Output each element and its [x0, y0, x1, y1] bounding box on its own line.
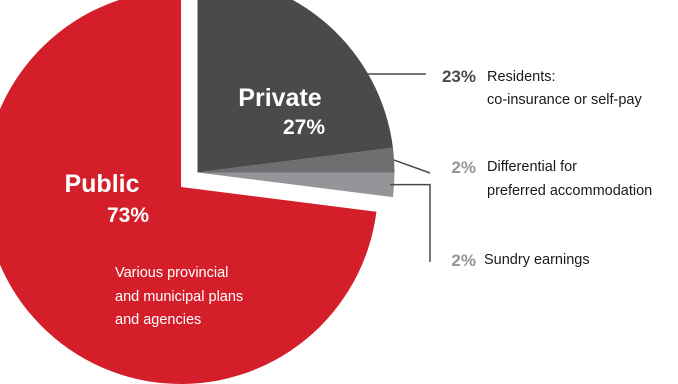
pie-slice-public [0, 0, 377, 384]
leader-line-residents [315, 38, 426, 75]
public-note-line-2: and municipal plans [115, 289, 243, 305]
public-pct-label: 73% [107, 204, 149, 227]
pie-slice-private-residents [197, 0, 393, 173]
differential-text-line-1: Differential for [487, 159, 577, 175]
private-pct-label: 27% [283, 116, 325, 139]
public-note-line-1: Various provincial [115, 265, 228, 281]
public-note-line-3: and agencies [115, 312, 201, 328]
private-label: Private [238, 84, 321, 112]
leader-line-differential [393, 159, 431, 174]
sundry-text-line-1: Sundry earnings [484, 252, 590, 268]
pie-slices [0, 0, 395, 384]
leader-lines [315, 38, 431, 262]
residents-text-line-2: co-insurance or self-pay [487, 92, 642, 108]
public-label: Public [64, 170, 139, 198]
residents-text-line-1: Residents: [487, 69, 556, 85]
differential-pct-label: 2% [451, 158, 476, 177]
pie-slice-private-sundry [197, 172, 395, 198]
residents-pct-label: 23% [442, 67, 476, 86]
pie-slice-private-differential [197, 147, 395, 173]
sundry-pct-label: 2% [451, 251, 476, 270]
differential-text-line-2: preferred accommodation [487, 183, 652, 199]
leader-line-sundry [390, 183, 431, 262]
